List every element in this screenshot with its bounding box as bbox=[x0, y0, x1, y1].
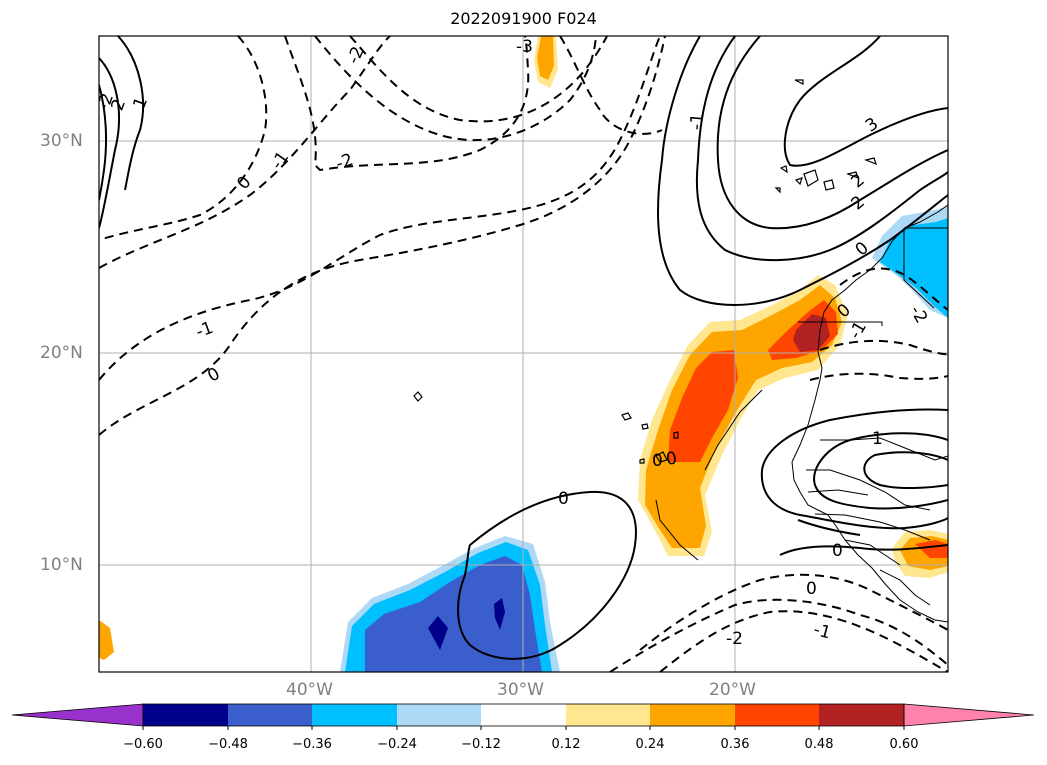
lon-label-30w: 30°W bbox=[497, 680, 544, 700]
colorbar-bin bbox=[650, 704, 735, 726]
contour-label: 1 bbox=[872, 429, 883, 449]
lat-label-10n: 10°N bbox=[40, 555, 83, 575]
islands bbox=[413, 79, 877, 464]
colorbar-max-extend bbox=[903, 703, 1035, 727]
lat-label-20n: 20°N bbox=[40, 343, 83, 363]
contour-label: 2 bbox=[848, 192, 869, 214]
colorbar-bin bbox=[312, 704, 397, 726]
colorbar-tick-label: 0.60 bbox=[889, 737, 919, 752]
map-frame bbox=[98, 35, 949, 673]
colorbar bbox=[11, 703, 1035, 730]
contour-label: -1 bbox=[811, 620, 833, 644]
contours-negative bbox=[99, 36, 948, 672]
colorbar-bin bbox=[481, 704, 566, 726]
contour-label: 2 bbox=[848, 170, 869, 192]
colorbar-bin bbox=[735, 704, 819, 726]
contour-label: 0 bbox=[558, 489, 569, 509]
colorbar-bin bbox=[819, 704, 904, 726]
map-area: -3 -2 -2 -1 0 -1 0 -2 2 1 0 0 0 -1 -1 3 … bbox=[93, 36, 948, 672]
gridlines bbox=[99, 36, 948, 672]
contours-positive bbox=[99, 36, 948, 660]
colorbar-tick-label: 0.36 bbox=[720, 737, 750, 752]
colorbar-ticks bbox=[142, 726, 905, 730]
colorbar-tick-label: 0.12 bbox=[551, 737, 581, 752]
colorbar-tick-label: −0.24 bbox=[377, 737, 417, 752]
contour-label: 3 bbox=[862, 114, 882, 137]
colorbar-frame bbox=[142, 703, 905, 727]
colorbar-tick-label: −0.12 bbox=[461, 737, 501, 752]
colorbar-bin bbox=[228, 704, 312, 726]
colorbar-bin bbox=[397, 704, 481, 726]
contour-label: -2 bbox=[93, 91, 118, 114]
contour-label: -3 bbox=[516, 37, 533, 57]
colorbar-tick-label: −0.60 bbox=[123, 737, 163, 752]
shaded-fields bbox=[99, 36, 948, 672]
colorbar-min-extend bbox=[11, 703, 144, 727]
contour-label: -1 bbox=[267, 148, 293, 173]
contour-label: -1 bbox=[193, 318, 216, 343]
contour-label: -2 bbox=[333, 150, 356, 175]
lon-label-20w: 20°W bbox=[709, 680, 756, 700]
contour-label: 0 bbox=[852, 238, 873, 260]
colorbar-tick-label: −0.36 bbox=[292, 737, 332, 752]
colorbar-bin bbox=[566, 704, 650, 726]
contour-label: 0 bbox=[652, 451, 663, 471]
colorbar-tick-label: −0.48 bbox=[208, 737, 248, 752]
lon-label-40w: 40°W bbox=[286, 680, 333, 700]
contour-label: 1 bbox=[129, 94, 151, 111]
colorbar-bin bbox=[143, 704, 228, 726]
colorbar-tick-label: 0.24 bbox=[635, 737, 665, 752]
contour-label: -2 bbox=[726, 629, 743, 649]
contour-label: -2 bbox=[343, 43, 368, 67]
contour-label: 0 bbox=[665, 448, 679, 470]
map-title: 2022091900 F024 bbox=[450, 9, 597, 28]
contour-label: 0 bbox=[204, 364, 223, 387]
lat-label-30n: 30°N bbox=[40, 131, 83, 151]
contour-label: 0 bbox=[832, 541, 843, 561]
contour-label: -1 bbox=[687, 112, 708, 131]
colorbar-tick-label: 0.48 bbox=[804, 737, 834, 752]
contour-label: 0 bbox=[806, 579, 817, 599]
